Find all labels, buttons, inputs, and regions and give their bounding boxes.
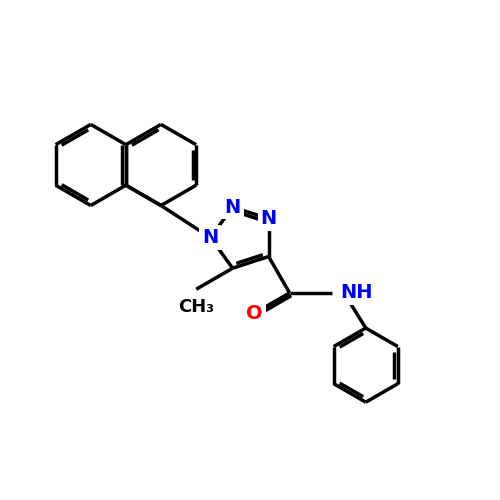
Text: NH: NH bbox=[340, 284, 373, 302]
Text: N: N bbox=[260, 209, 276, 228]
Text: CH₃: CH₃ bbox=[178, 298, 214, 316]
Text: N: N bbox=[224, 198, 241, 216]
Text: N: N bbox=[202, 228, 218, 247]
Text: O: O bbox=[246, 304, 263, 322]
